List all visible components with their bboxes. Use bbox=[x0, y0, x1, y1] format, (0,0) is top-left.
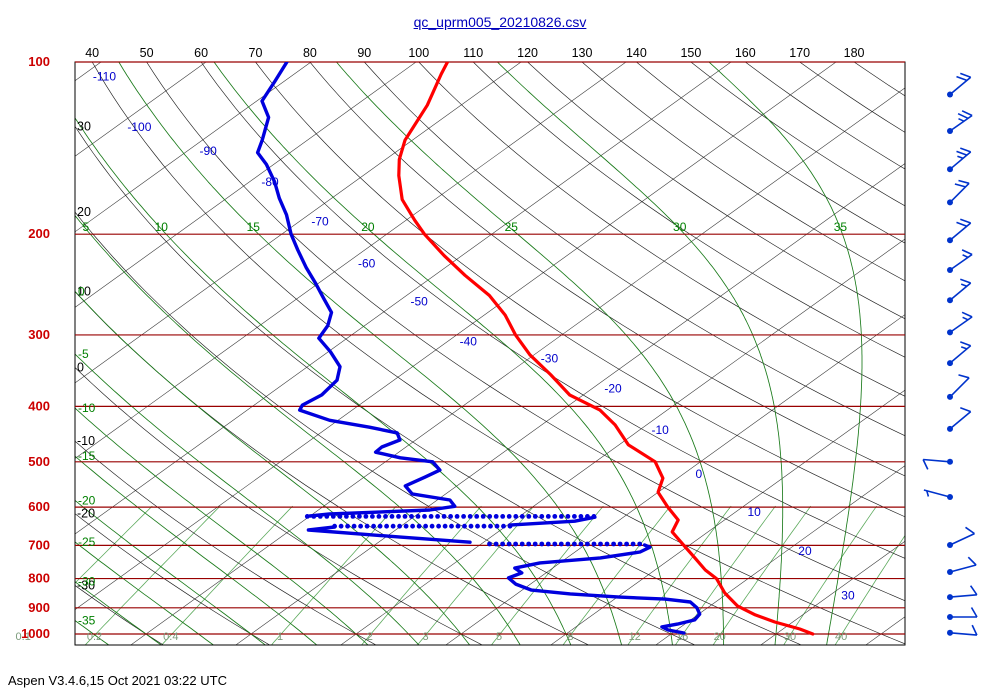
svg-text:160: 160 bbox=[735, 46, 756, 60]
svg-text:400: 400 bbox=[28, 398, 50, 413]
svg-text:700: 700 bbox=[28, 537, 50, 552]
svg-text:-30: -30 bbox=[77, 578, 95, 592]
svg-text:110: 110 bbox=[463, 46, 483, 60]
svg-text:170: 170 bbox=[789, 46, 810, 60]
svg-text:35: 35 bbox=[834, 220, 848, 234]
svg-text:-25: -25 bbox=[78, 535, 96, 549]
svg-text:-30: -30 bbox=[541, 352, 559, 366]
svg-text:12: 12 bbox=[629, 631, 641, 643]
svg-text:-90: -90 bbox=[200, 144, 218, 158]
svg-text:15: 15 bbox=[247, 220, 261, 234]
svg-text:5: 5 bbox=[496, 631, 502, 643]
svg-text:0.4: 0.4 bbox=[163, 631, 178, 643]
dewpoint-trace bbox=[255, 62, 702, 635]
svg-text:120: 120 bbox=[517, 46, 538, 60]
svg-text:40: 40 bbox=[835, 631, 847, 643]
chart-title: qc_uprm005_20210826.csv bbox=[413, 14, 587, 30]
svg-text:-100: -100 bbox=[127, 120, 151, 134]
svg-text:5: 5 bbox=[83, 220, 90, 234]
svg-text:8: 8 bbox=[567, 631, 573, 643]
svg-text:-10: -10 bbox=[652, 423, 670, 437]
mixing-ratio-lines bbox=[75, 505, 905, 645]
svg-text:70: 70 bbox=[249, 46, 263, 60]
svg-text:-35: -35 bbox=[78, 614, 96, 628]
svg-text:600: 600 bbox=[28, 499, 50, 514]
isotherm-lines bbox=[75, 62, 905, 645]
svg-text:25: 25 bbox=[505, 220, 519, 234]
svg-text:0: 0 bbox=[696, 467, 703, 481]
svg-text:20: 20 bbox=[798, 544, 812, 558]
svg-text:-30: -30 bbox=[78, 575, 96, 589]
svg-text:-110: -110 bbox=[93, 70, 116, 84]
wind-barb-column bbox=[922, 72, 978, 636]
svg-text:100: 100 bbox=[408, 46, 429, 60]
svg-text:140: 140 bbox=[626, 46, 647, 60]
svg-text:-50: -50 bbox=[411, 294, 429, 308]
moist-adiabat-labels: -35-30-25-20-15-10-505 10 15 20 25 30 35 bbox=[78, 220, 847, 628]
svg-text:1000: 1000 bbox=[21, 626, 50, 641]
svg-text:90: 90 bbox=[357, 46, 371, 60]
isotherm-labels: -110-100-90-80-70-60-50-40-30-20-1001020… bbox=[93, 70, 855, 603]
svg-text:-60: -60 bbox=[358, 256, 376, 270]
svg-text:300: 300 bbox=[28, 327, 50, 342]
svg-text:30: 30 bbox=[673, 220, 687, 234]
svg-text:60: 60 bbox=[194, 46, 208, 60]
mixing-ratio-labels: 0.1 0.2 0.4 1 2 3 5 8 12 16 20 30 40 bbox=[16, 631, 848, 643]
svg-text:180: 180 bbox=[844, 46, 865, 60]
svg-text:30: 30 bbox=[841, 589, 855, 603]
svg-text:0: 0 bbox=[78, 284, 85, 298]
footer-version-text: Aspen V3.4.6,15 Oct 2021 03:22 UTC bbox=[8, 673, 227, 688]
svg-text:-40: -40 bbox=[460, 335, 478, 349]
svg-text:0.1: 0.1 bbox=[16, 631, 31, 643]
moist-adiabat-lines bbox=[75, 62, 863, 645]
temperature-trace bbox=[397, 62, 815, 636]
svg-text:20: 20 bbox=[77, 205, 91, 219]
dry-adiabat-lines bbox=[75, 62, 905, 645]
svg-text:500: 500 bbox=[28, 454, 50, 469]
svg-text:-5: -5 bbox=[78, 347, 89, 361]
svg-text:0.2: 0.2 bbox=[87, 631, 102, 643]
svg-text:-15: -15 bbox=[78, 449, 96, 463]
svg-text:-10: -10 bbox=[78, 401, 96, 415]
svg-text:20: 20 bbox=[714, 631, 726, 643]
svg-text:1: 1 bbox=[277, 631, 283, 643]
pressure-axis-labels: 100 200 300 400 500 600 700 800 900 1000 bbox=[21, 54, 50, 641]
svg-text:50: 50 bbox=[140, 46, 154, 60]
svg-text:40: 40 bbox=[85, 46, 99, 60]
svg-text:-70: -70 bbox=[311, 214, 329, 228]
svg-text:10: 10 bbox=[77, 285, 91, 299]
svg-text:80: 80 bbox=[303, 46, 317, 60]
svg-text:150: 150 bbox=[680, 46, 701, 60]
svg-text:-10: -10 bbox=[77, 434, 95, 448]
svg-text:3: 3 bbox=[422, 631, 428, 643]
svg-text:30: 30 bbox=[77, 119, 91, 133]
svg-text:2: 2 bbox=[367, 631, 373, 643]
svg-text:-20: -20 bbox=[78, 493, 96, 507]
svg-text:800: 800 bbox=[28, 571, 50, 586]
svg-text:900: 900 bbox=[28, 600, 50, 615]
svg-text:100: 100 bbox=[28, 54, 50, 69]
svg-text:20: 20 bbox=[361, 220, 375, 234]
svg-text:-20: -20 bbox=[77, 507, 95, 521]
svg-text:30: 30 bbox=[784, 631, 796, 643]
svg-text:-20: -20 bbox=[604, 381, 622, 395]
svg-text:10: 10 bbox=[748, 505, 762, 519]
svg-text:0: 0 bbox=[77, 361, 84, 375]
svg-text:10: 10 bbox=[155, 220, 169, 234]
svg-text:130: 130 bbox=[572, 46, 593, 60]
svg-text:200: 200 bbox=[28, 226, 50, 241]
